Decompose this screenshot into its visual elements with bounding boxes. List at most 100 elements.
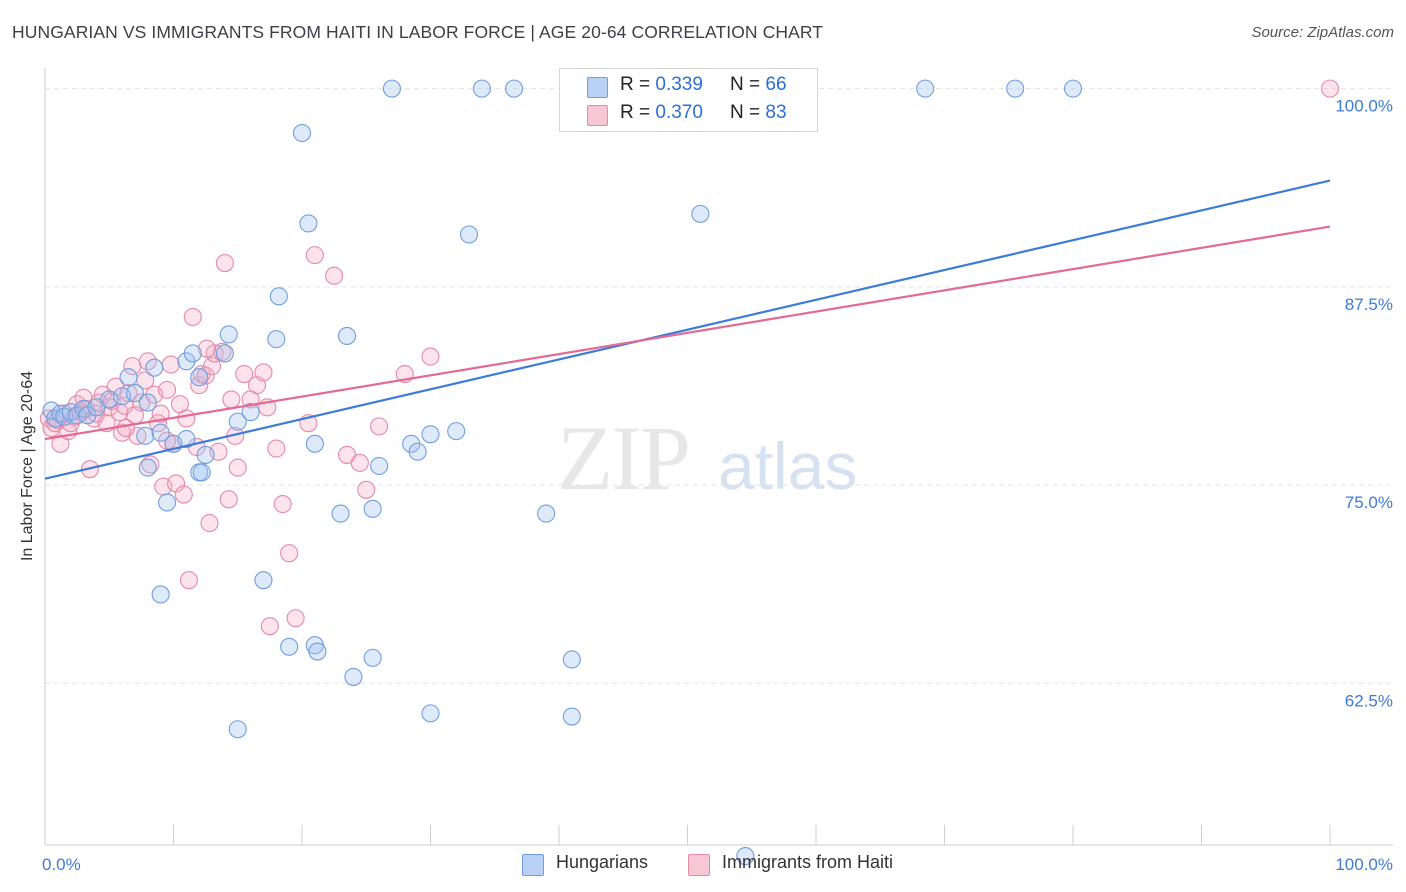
point-haiti xyxy=(179,571,198,590)
y-axis-label: In Labor Force | Age 20-64 xyxy=(19,370,36,562)
point-haiti xyxy=(370,417,389,436)
point-haiti xyxy=(174,485,193,504)
gridlines xyxy=(45,88,1393,684)
bottom-legend-label-haiti: Immigrants from Haiti xyxy=(722,852,894,872)
point-haiti xyxy=(1320,79,1340,98)
point-haiti xyxy=(222,390,241,409)
point-haiti xyxy=(177,409,196,428)
point-hungarians xyxy=(331,504,350,523)
point-hungarians xyxy=(138,393,157,412)
point-hungarians xyxy=(1006,79,1025,98)
point-hungarians xyxy=(691,204,710,223)
source-label: Source: ZipAtlas.com xyxy=(1251,24,1394,41)
trend-line-hungarians xyxy=(44,179,1331,480)
point-hungarians xyxy=(215,344,234,363)
point-haiti xyxy=(228,458,247,477)
watermark-zip: ZIP xyxy=(557,407,691,509)
point-hungarians xyxy=(562,707,581,726)
point-haiti xyxy=(273,495,292,514)
legend-r-label: R = xyxy=(620,74,656,95)
point-hungarians xyxy=(138,458,157,477)
legend-swatch-hungarians xyxy=(587,77,608,98)
point-hungarians xyxy=(119,368,138,387)
bottom-legend-swatch-haiti xyxy=(688,854,710,876)
point-haiti xyxy=(215,253,234,273)
point-hungarians xyxy=(447,422,466,441)
y-tick-label: 75.0% xyxy=(1345,493,1393,512)
point-haiti xyxy=(141,455,160,474)
point-hungarians xyxy=(408,442,427,461)
point-hungarians xyxy=(269,287,288,306)
point-hungarians xyxy=(145,358,164,377)
point-hungarians xyxy=(421,704,440,723)
point-hungarians xyxy=(916,79,935,98)
point-hungarians xyxy=(177,430,196,449)
point-haiti xyxy=(350,453,369,472)
point-hungarians xyxy=(151,585,170,604)
y-tick-label: 100.0% xyxy=(1335,97,1393,116)
point-hungarians xyxy=(1063,79,1083,98)
points-hungarians xyxy=(42,79,1083,866)
point-haiti xyxy=(219,490,238,509)
point-hungarians xyxy=(299,214,318,233)
point-hungarians xyxy=(504,79,524,98)
point-haiti xyxy=(325,266,344,285)
point-haiti xyxy=(116,418,136,438)
point-hungarians xyxy=(46,409,65,428)
point-haiti xyxy=(197,339,216,358)
point-hungarians xyxy=(292,123,312,143)
legend-r-label: R = xyxy=(620,102,656,123)
point-hungarians xyxy=(228,412,247,431)
point-hungarians xyxy=(241,403,260,422)
legend-row-hungarians: R = 0.339 N = 66 xyxy=(560,74,817,100)
point-haiti xyxy=(280,544,299,563)
point-haiti xyxy=(260,617,279,636)
point-hungarians xyxy=(158,493,177,512)
bottom-legend-swatch-hungarians xyxy=(522,854,544,876)
point-haiti xyxy=(357,480,376,499)
point-hungarians xyxy=(151,423,170,442)
point-haiti xyxy=(305,246,324,265)
point-hungarians xyxy=(125,384,144,403)
point-hungarians xyxy=(254,571,273,590)
legend-row-haiti: R = 0.370 N = 83 xyxy=(560,102,817,128)
watermark-atlas: atlas xyxy=(718,429,858,503)
point-hungarians xyxy=(370,456,389,476)
point-haiti xyxy=(267,439,286,458)
point-hungarians xyxy=(382,79,402,98)
point-hungarians xyxy=(280,637,299,656)
x-tick-label: 100.0% xyxy=(1335,855,1393,874)
point-haiti xyxy=(254,363,273,382)
point-haiti xyxy=(161,355,180,374)
axes xyxy=(44,68,1393,846)
legend-n-label: N = xyxy=(730,102,766,123)
point-hungarians xyxy=(459,225,479,244)
point-hungarians xyxy=(562,650,581,669)
trend-lines xyxy=(44,179,1331,480)
legend-n-value-haiti: 83 xyxy=(765,102,787,123)
correlation-legend: R = 0.339 N = 66 R = 0.370 N = 83 xyxy=(559,68,818,132)
legend-n-label: N = xyxy=(730,74,766,95)
chart-title: HUNGARIAN VS IMMIGRANTS FROM HAITI IN LA… xyxy=(12,22,824,42)
point-hungarians xyxy=(190,368,209,387)
point-haiti xyxy=(286,609,305,628)
point-haiti xyxy=(200,514,219,533)
point-hungarians xyxy=(472,79,491,98)
point-hungarians xyxy=(337,326,357,346)
point-hungarians xyxy=(183,344,202,363)
bottom-legend-label-hungarians: Hungarians xyxy=(556,852,649,872)
legend-n-value-hungarians: 66 xyxy=(765,74,787,95)
point-haiti xyxy=(183,307,202,327)
point-hungarians xyxy=(267,330,286,349)
point-hungarians xyxy=(228,720,247,739)
legend-swatch-haiti xyxy=(587,105,608,126)
x-tick-label: 0.0% xyxy=(42,855,81,874)
y-tick-label: 62.5% xyxy=(1345,691,1393,710)
point-haiti xyxy=(196,366,215,385)
point-hungarians xyxy=(344,667,363,686)
point-hungarians xyxy=(219,325,238,344)
point-hungarians xyxy=(421,425,440,444)
tick-labels: 100.0% 87.5% 75.0% 62.5% 0.0% 100.0% xyxy=(42,97,1393,874)
point-hungarians xyxy=(736,847,755,866)
